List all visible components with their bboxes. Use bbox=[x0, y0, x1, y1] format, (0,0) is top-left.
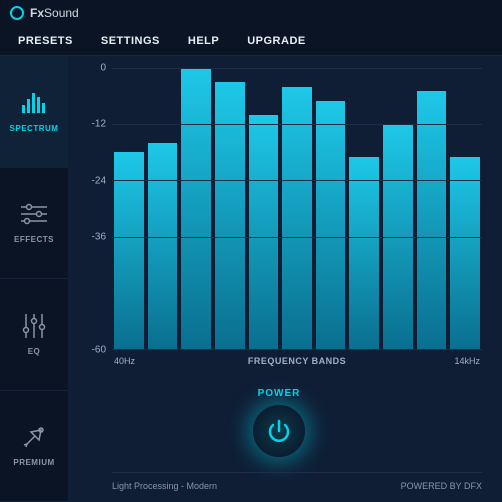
premium-icon bbox=[21, 424, 47, 450]
sidebar-item-eq[interactable]: EQ bbox=[0, 279, 68, 391]
spectrum-bar bbox=[114, 152, 144, 349]
sidebar-item-label: SPECTRUM bbox=[10, 124, 59, 133]
spectrum-bar bbox=[249, 115, 279, 349]
y-tick: -60 bbox=[92, 345, 106, 356]
spectrum-chart: 0-12-24-36-60 bbox=[76, 68, 482, 350]
spectrum-bar bbox=[148, 143, 178, 349]
footer-credit: POWERED BY DFX bbox=[401, 481, 482, 491]
spectrum-bar bbox=[450, 157, 480, 349]
sidebar-item-label: PREMIUM bbox=[13, 458, 54, 467]
content-panel: 0 -12 -24 -36 -60 40Hz FREQUENCY BANDS 14kHz… bbox=[68, 56, 502, 502]
power-label: POWER bbox=[258, 388, 301, 399]
brand-prefix: Fx bbox=[30, 6, 44, 20]
power-icon bbox=[265, 417, 293, 445]
grid-line bbox=[112, 237, 482, 238]
sidebar: SPECTRUM EFFECTS EQ PREMIUM bbox=[0, 56, 68, 502]
main-area: SPECTRUM EFFECTS EQ PREMIUM bbox=[0, 56, 502, 502]
menu-upgrade[interactable]: UPGRADE bbox=[247, 35, 306, 47]
spectrum-bar bbox=[417, 91, 447, 349]
spectrum-bar bbox=[215, 82, 245, 349]
sidebar-item-effects[interactable]: EFFECTS bbox=[0, 168, 68, 280]
y-tick: 0 bbox=[100, 63, 106, 74]
sidebar-item-label: EFFECTS bbox=[14, 235, 54, 244]
titlebar: FxSound bbox=[0, 0, 502, 26]
chart-bars bbox=[112, 68, 482, 349]
y-tick: -12 bbox=[92, 119, 106, 130]
sidebar-item-label: EQ bbox=[28, 347, 41, 356]
footer-preset: Light Processing - Modern bbox=[112, 481, 217, 491]
brand-suffix: Sound bbox=[44, 6, 79, 20]
spectrum-bar bbox=[349, 157, 379, 349]
power-button[interactable] bbox=[253, 405, 305, 457]
spectrum-bar bbox=[282, 87, 312, 349]
grid-line bbox=[112, 68, 482, 69]
menu-settings[interactable]: SETTINGS bbox=[101, 35, 160, 47]
sidebar-item-spectrum[interactable]: SPECTRUM bbox=[0, 56, 68, 168]
spectrum-icon bbox=[21, 90, 47, 116]
eq-icon bbox=[21, 313, 47, 339]
footer: Light Processing - Modern POWERED BY DFX bbox=[112, 472, 482, 494]
x-axis: 40Hz FREQUENCY BANDS 14kHz bbox=[112, 350, 482, 372]
chart-plot bbox=[112, 68, 482, 350]
y-axis: 0-12-24-36-60 bbox=[76, 68, 112, 350]
menu-help[interactable]: HELP bbox=[188, 35, 219, 47]
spectrum-bar bbox=[316, 101, 346, 349]
y-tick: -24 bbox=[92, 175, 106, 186]
sidebar-item-premium[interactable]: PREMIUM bbox=[0, 391, 68, 502]
grid-line bbox=[112, 180, 482, 181]
grid-line bbox=[112, 124, 482, 125]
logo-icon bbox=[10, 6, 24, 20]
power-section: POWER bbox=[76, 372, 482, 472]
app-window: FxSound PRESETS SETTINGS HELP UPGRADE SP… bbox=[0, 0, 502, 502]
x-axis-label: FREQUENCY BANDS bbox=[248, 356, 346, 366]
x-axis-max: 14kHz bbox=[454, 356, 480, 366]
x-axis-min: 40Hz bbox=[114, 356, 135, 366]
menubar: PRESETS SETTINGS HELP UPGRADE bbox=[0, 26, 502, 56]
effects-icon bbox=[21, 201, 47, 227]
spectrum-bar bbox=[181, 68, 211, 349]
y-tick: -36 bbox=[92, 232, 106, 243]
menu-presets[interactable]: PRESETS bbox=[18, 35, 73, 47]
